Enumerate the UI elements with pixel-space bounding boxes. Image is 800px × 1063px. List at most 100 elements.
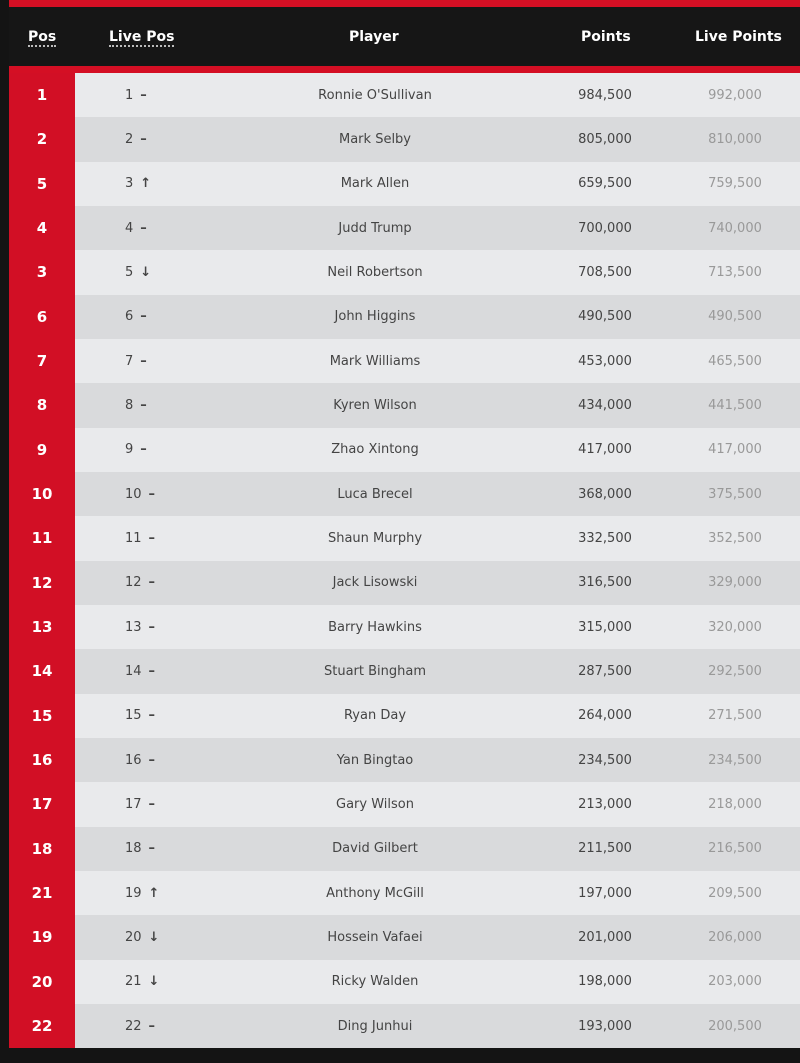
row-body: 22– Ding Junhui 193,000 200,500 — [75, 1003, 800, 1049]
live-pos-cell: 10– — [125, 472, 155, 516]
player-name: Barry Hawkins — [328, 619, 422, 635]
live-points-cell: 292,500 — [708, 663, 762, 679]
pos-cell: 22 — [9, 1003, 75, 1049]
pos-cell: 15 — [9, 693, 75, 738]
live-points-cell: 713,500 — [708, 264, 762, 280]
live-points-cell: 203,000 — [708, 974, 762, 990]
points-cell: 434,000 — [578, 397, 632, 413]
row-body: 14– Stuart Bingham 287,500 292,500 — [75, 649, 800, 694]
live-pos-value: 10 — [125, 486, 142, 502]
live-pos-value: 1 — [125, 87, 134, 103]
row-body: 20 ↓ Hossein Vafaei 201,000 206,000 — [75, 915, 800, 960]
arrow-down-icon: ↓ — [148, 929, 160, 945]
live-points-cell: 810,000 — [708, 131, 762, 147]
pos-cell: 8 — [9, 383, 75, 428]
dash-icon: – — [148, 1018, 156, 1034]
points-cell: 213,000 — [578, 796, 632, 812]
table-row: 10 10– Luca Brecel 368,000 375,500 — [9, 471, 800, 517]
live-pos-cell: 1– — [125, 73, 147, 117]
table-row: 17 17– Gary Wilson 213,000 218,000 — [9, 782, 800, 827]
live-pos-value: 9 — [125, 442, 134, 458]
live-pos-cell: 18– — [125, 827, 155, 871]
dash-icon: – — [148, 796, 156, 812]
table-row: 15 15– Ryan Day 264,000 271,500 — [9, 693, 800, 738]
row-body: 6– John Higgins 490,500 490,500 — [75, 294, 800, 339]
live-pos-cell: 6– — [125, 295, 147, 339]
player-name: Zhao Xintong — [331, 442, 419, 458]
table-row: 7 7– Mark Williams 453,000 465,500 — [9, 338, 800, 384]
live-points-cell: 759,500 — [708, 176, 762, 192]
live-pos-value: 17 — [125, 796, 142, 812]
table-row: 9 9– Zhao Xintong 417,000 417,000 — [9, 427, 800, 472]
table-row: 5 3 ↑ Mark Allen 659,500 759,500 — [9, 161, 800, 206]
points-cell: 332,500 — [578, 530, 632, 546]
live-pos-cell: 8– — [125, 383, 147, 427]
table-row: 22 22– Ding Junhui 193,000 200,500 — [9, 1003, 800, 1049]
pos-cell: 7 — [9, 338, 75, 384]
player-name: Judd Trump — [338, 220, 412, 236]
player-name: Kyren Wilson — [333, 397, 417, 413]
player-name: David Gilbert — [332, 841, 418, 857]
table-row: 6 6– John Higgins 490,500 490,500 — [9, 294, 800, 339]
dash-icon: – — [148, 663, 156, 679]
row-body: 19 ↑ Anthony McGill 197,000 209,500 — [75, 870, 800, 916]
player-name: Gary Wilson — [336, 796, 414, 812]
live-pos-cell: 15– — [125, 694, 155, 738]
live-pos-value: 21 — [125, 974, 142, 990]
table-row: 16 16– Yan Bingtao 234,500 234,500 — [9, 737, 800, 783]
points-cell: 417,000 — [578, 442, 632, 458]
live-pos-cell: 20 ↓ — [125, 915, 159, 959]
dash-icon: – — [140, 442, 147, 458]
player-name: Mark Allen — [340, 176, 410, 192]
player-name: Shaun Murphy — [327, 530, 423, 546]
points-cell: 984,500 — [578, 87, 632, 103]
player-name: Ding Junhui — [337, 1018, 413, 1034]
row-body: 5 ↓ Neil Robertson 708,500 713,500 — [75, 250, 800, 295]
live-pos-cell: 12– — [125, 561, 155, 605]
row-body: 10– Luca Brecel 368,000 375,500 — [75, 471, 800, 517]
live-pos-value: 2 — [125, 131, 134, 147]
live-points-cell: 234,500 — [708, 752, 762, 768]
points-cell: 264,000 — [578, 708, 632, 724]
row-body: 1– Ronnie O'Sullivan 984,500 992,000 — [75, 73, 800, 118]
table-row: 18 18– David Gilbert 211,500 216,500 — [9, 826, 800, 871]
row-body: 8– Kyren Wilson 434,000 441,500 — [75, 383, 800, 428]
live-pos-cell: 22– — [125, 1004, 155, 1048]
points-cell: 659,500 — [578, 176, 632, 192]
points-cell: 211,500 — [578, 841, 632, 857]
table-row: 12 12– Jack Lisowski 316,500 329,000 — [9, 560, 800, 605]
dash-icon: – — [140, 220, 147, 236]
table-row: 21 19 ↑ Anthony McGill 197,000 209,500 — [9, 870, 800, 916]
live-pos-value: 4 — [125, 220, 134, 236]
live-pos-value: 16 — [125, 752, 142, 768]
pos-cell: 10 — [9, 471, 75, 517]
table-row: 20 21 ↓ Ricky Walden 198,000 203,000 — [9, 959, 800, 1004]
row-body: 13– Barry Hawkins 315,000 320,000 — [75, 604, 800, 650]
points-cell: 368,000 — [578, 486, 632, 502]
live-points-cell: 320,000 — [708, 619, 762, 635]
live-pos-value: 6 — [125, 309, 134, 325]
pos-cell: 14 — [9, 649, 75, 694]
table-row: 14 14– Stuart Bingham 287,500 292,500 — [9, 649, 800, 694]
table-row: 2 2– Mark Selby 805,000 810,000 — [9, 117, 800, 162]
live-pos-cell: 16– — [125, 738, 155, 782]
rankings-table: 1 1– Ronnie O'Sullivan 984,500 992,000 2… — [9, 73, 800, 1049]
dash-icon: – — [148, 575, 156, 591]
live-points-cell: 209,500 — [708, 885, 762, 901]
dash-icon: – — [140, 397, 147, 413]
player-name: John Higgins — [334, 309, 416, 325]
player-name: Ryan Day — [343, 708, 407, 724]
live-points-cell: 375,500 — [708, 486, 762, 502]
points-cell: 287,500 — [578, 663, 632, 679]
live-pos-value: 5 — [125, 264, 134, 280]
live-pos-cell: 19 ↑ — [125, 871, 159, 915]
live-points-cell: 465,500 — [708, 353, 762, 369]
arrow-down-icon: ↓ — [148, 974, 160, 990]
live-points-cell: 206,000 — [708, 929, 762, 945]
header-live-pos[interactable]: Live Pos — [109, 29, 175, 47]
header-pos[interactable]: Pos — [28, 29, 57, 47]
pos-cell: 16 — [9, 737, 75, 783]
dash-icon: – — [148, 530, 156, 546]
live-points-cell: 441,500 — [708, 397, 762, 413]
row-body: 2– Mark Selby 805,000 810,000 — [75, 117, 800, 162]
